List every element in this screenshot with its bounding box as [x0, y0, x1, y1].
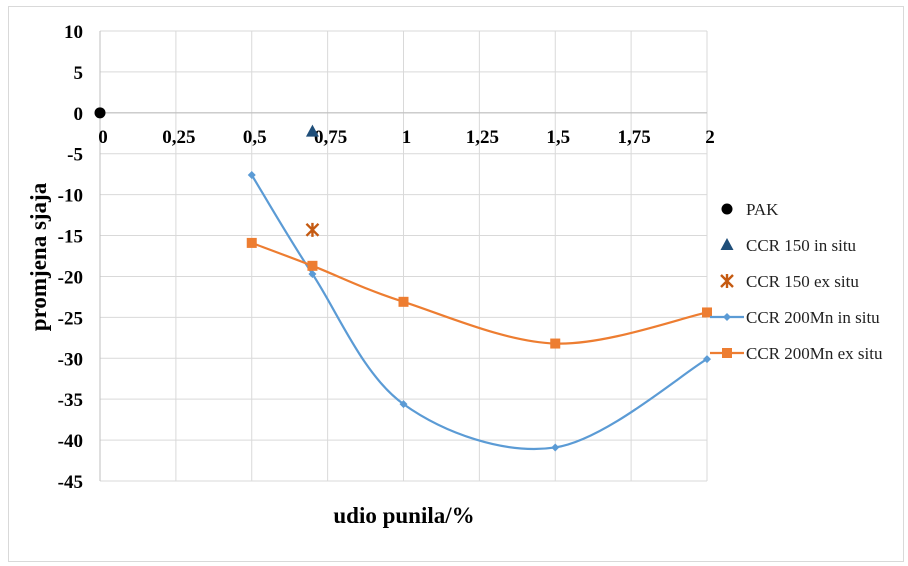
legend-item[interactable]: CCR 200Mn in situ: [710, 308, 880, 327]
x-tick-label: 0,75: [314, 127, 347, 148]
chart-border: [8, 6, 904, 562]
legend-item[interactable]: CCR 200Mn ex situ: [710, 344, 883, 363]
x-tick-label: 1,25: [466, 127, 499, 148]
legend[interactable]: PAK CCR 150 in situ CCR 150 ex situ CCR 200…: [710, 200, 883, 363]
x-tick-label: 0,25: [162, 127, 195, 148]
y-tick-label: 0: [74, 104, 84, 125]
data-series: [94, 107, 712, 452]
tick-labels: 10 5 0 -5 -10 -15 -20 -25 -30 -35 -40 -45 0 0,25 0,5 0,…: [58, 22, 715, 493]
legend-label: CCR 200Mn in situ: [746, 308, 880, 327]
data-point: [551, 443, 560, 452]
data-point: [398, 296, 409, 307]
legend-label: CCR 150 ex situ: [746, 272, 859, 291]
series-pak: [94, 107, 106, 119]
series-ccr-200mn-in-situ: [247, 171, 711, 452]
series-ccr-150-ex-situ: [305, 222, 320, 237]
y-tick-label: -15: [58, 227, 83, 248]
data-point: [305, 124, 319, 137]
series-ccr-200mn-ex-situ: [246, 237, 712, 349]
y-tick-label: -5: [67, 145, 83, 166]
x-tick-label: 2: [705, 127, 715, 148]
y-tick-label: -45: [58, 472, 83, 493]
data-point: [702, 307, 712, 318]
legend-label: PAK: [746, 200, 779, 219]
series-line: [251, 241, 708, 345]
legend-marker: [723, 313, 731, 321]
data-point: [399, 400, 408, 409]
legend-item[interactable]: CCR 150 ex situ: [720, 272, 859, 291]
series-line: [250, 174, 708, 451]
legend-marker: [721, 203, 733, 215]
gridlines: [99, 30, 708, 482]
legend-marker: [722, 348, 732, 358]
x-tick-label: 1,5: [546, 127, 570, 148]
legend-label: CCR 150 in situ: [746, 236, 857, 255]
x-axis-title: udio punila/%: [333, 503, 474, 528]
data-point: [94, 107, 106, 119]
legend-marker: [720, 274, 734, 288]
data-point: [550, 338, 561, 349]
y-tick-label: -35: [58, 390, 83, 411]
legend-label: CCR 200Mn ex situ: [746, 344, 883, 363]
data-point: [246, 237, 257, 248]
y-tick-label: 10: [64, 22, 83, 43]
y-tick-label: -30: [58, 349, 83, 370]
data-point: [307, 260, 318, 271]
data-point: [308, 270, 317, 278]
y-tick-label: 5: [74, 63, 84, 84]
data-point: [703, 355, 711, 364]
y-tick-label: -20: [58, 267, 83, 288]
y-axis-title: promjena sjaja: [26, 182, 51, 331]
legend-item[interactable]: PAK: [721, 200, 780, 219]
data-point: [305, 222, 320, 237]
legend-item[interactable]: CCR 150 in situ: [720, 236, 857, 255]
series-ccr-150-in-situ: [305, 124, 319, 137]
x-tick-label: 1: [402, 127, 412, 148]
y-tick-label: -40: [58, 431, 83, 452]
x-tick-label: 0: [98, 127, 108, 148]
data-point: [247, 171, 256, 179]
y-tick-label: -10: [58, 186, 83, 207]
x-tick-label: 1,75: [618, 127, 651, 148]
legend-marker: [720, 238, 734, 250]
y-tick-label: -25: [58, 308, 83, 329]
x-tick-label: 0,5: [243, 127, 267, 148]
axes: [99, 31, 707, 481]
